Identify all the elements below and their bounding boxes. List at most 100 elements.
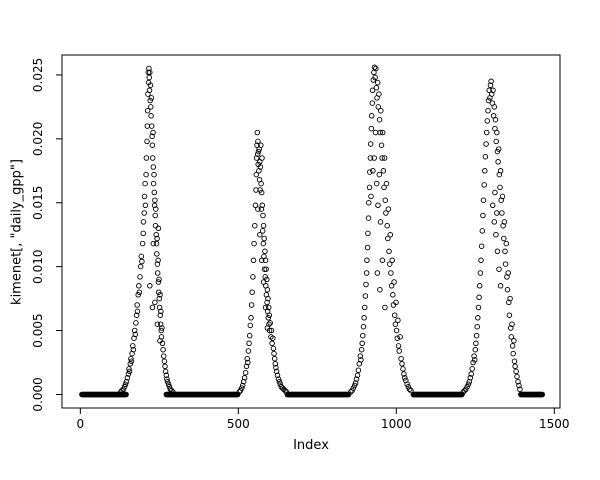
data-point xyxy=(155,257,161,264)
data-point xyxy=(143,171,149,178)
data-point xyxy=(241,375,248,381)
y-tick-label: 0.010 xyxy=(31,249,45,283)
data-point xyxy=(156,295,163,302)
data-point xyxy=(372,74,378,81)
data-point xyxy=(393,327,400,334)
data-point xyxy=(489,202,496,209)
data-point xyxy=(514,373,520,380)
data-point xyxy=(464,384,470,390)
data-point xyxy=(482,168,488,174)
data-point xyxy=(151,189,158,196)
data-point xyxy=(150,164,157,170)
data-point xyxy=(255,138,261,145)
data-point xyxy=(152,212,158,219)
data-point xyxy=(136,289,143,295)
data-point xyxy=(459,391,465,398)
data-point xyxy=(150,180,157,187)
data-point xyxy=(144,123,151,129)
data-point xyxy=(141,193,148,200)
data-point xyxy=(260,212,266,219)
data-point xyxy=(133,320,139,326)
data-point xyxy=(155,289,162,295)
data-point xyxy=(512,363,518,370)
data-point xyxy=(158,327,164,334)
data-point xyxy=(502,261,509,267)
y-tick-label: 0.025 xyxy=(31,58,45,92)
x-axis-label: Index xyxy=(293,438,329,453)
data-point xyxy=(395,317,401,324)
data-point xyxy=(383,210,389,216)
data-point xyxy=(481,182,487,188)
data-point xyxy=(360,332,366,339)
data-point xyxy=(478,257,484,264)
data-point xyxy=(366,184,373,191)
data-point xyxy=(389,257,395,264)
data-point xyxy=(461,387,468,394)
data-point xyxy=(153,240,160,247)
data-point xyxy=(164,378,171,385)
data-point xyxy=(282,387,288,394)
data-point xyxy=(517,386,523,393)
data-point xyxy=(367,155,374,161)
data-point xyxy=(165,381,172,387)
data-point xyxy=(168,387,175,394)
data-point xyxy=(391,279,397,285)
data-point xyxy=(408,387,414,394)
y-tick-label: 0.000 xyxy=(31,377,45,411)
data-point xyxy=(273,368,280,375)
data-point xyxy=(147,82,154,88)
data-point xyxy=(373,180,380,187)
data-point xyxy=(153,231,159,238)
data-point xyxy=(377,286,383,293)
data-point xyxy=(150,129,156,136)
data-point xyxy=(253,155,260,161)
data-point xyxy=(505,270,511,276)
data-point xyxy=(276,378,283,385)
data-point xyxy=(352,380,359,386)
data-point xyxy=(394,335,401,341)
data-point xyxy=(245,348,252,354)
data-point xyxy=(494,210,500,216)
data-point xyxy=(259,202,266,209)
data-point xyxy=(509,321,515,327)
data-point xyxy=(376,171,383,178)
data-point xyxy=(154,235,160,242)
data-point xyxy=(258,189,265,196)
data-point xyxy=(261,266,268,272)
data-point xyxy=(467,375,474,381)
data-point xyxy=(381,184,387,191)
data-point xyxy=(244,355,250,362)
data-point xyxy=(485,107,491,114)
data-point xyxy=(140,219,147,225)
data-point xyxy=(149,142,156,148)
data-point xyxy=(367,169,373,175)
data-point xyxy=(130,343,136,349)
data-point xyxy=(127,361,134,367)
data-point xyxy=(270,345,277,352)
data-point xyxy=(271,350,277,357)
data-point xyxy=(266,312,273,318)
data-point xyxy=(254,129,261,136)
data-point xyxy=(162,363,168,370)
data-point xyxy=(492,189,498,196)
data-point xyxy=(369,100,376,106)
data-point xyxy=(390,292,396,298)
data-point xyxy=(370,168,376,174)
data-point xyxy=(258,257,265,264)
data-point xyxy=(388,270,394,276)
data-point xyxy=(139,240,146,247)
data-point xyxy=(123,391,129,398)
data-point xyxy=(149,155,156,161)
data-point xyxy=(257,164,264,170)
data-point xyxy=(275,376,282,382)
data-point xyxy=(133,312,140,318)
data-point xyxy=(385,206,392,212)
data-point xyxy=(375,104,382,110)
data-point xyxy=(399,361,405,367)
data-point xyxy=(154,270,161,276)
data-point xyxy=(503,240,510,247)
x-tick-label: 1500 xyxy=(539,417,570,431)
data-point xyxy=(146,65,152,72)
data-point xyxy=(377,219,384,225)
